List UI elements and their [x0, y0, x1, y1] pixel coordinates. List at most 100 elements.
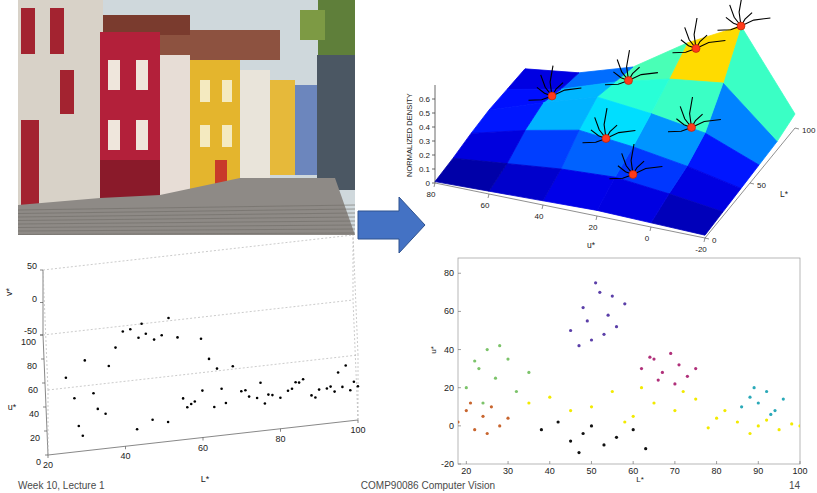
point	[590, 338, 593, 341]
footer-left: Week 10, Lecture 1	[18, 480, 105, 491]
photo-region	[317, 55, 355, 190]
point	[640, 386, 643, 389]
point	[715, 417, 718, 420]
z-axis-label: v*	[4, 288, 14, 297]
point	[515, 390, 518, 393]
z-tick	[432, 141, 435, 142]
point	[569, 440, 572, 443]
z-tick	[432, 169, 435, 170]
point	[267, 393, 270, 396]
point	[190, 403, 193, 406]
y-tick-label: 100	[802, 126, 816, 135]
point	[326, 387, 329, 390]
cobble-line	[18, 205, 355, 210]
point	[577, 451, 580, 454]
point	[216, 367, 219, 370]
x-tick	[542, 205, 543, 209]
photo-region	[160, 55, 190, 195]
point	[314, 396, 317, 399]
z-tick	[40, 335, 43, 336]
point	[757, 401, 760, 404]
y-tick-label: 0	[36, 457, 41, 467]
point	[602, 333, 605, 336]
surface-cell	[435, 158, 507, 191]
x-tick	[758, 461, 759, 464]
mean-shift-path	[604, 108, 607, 138]
x-tick	[633, 461, 634, 464]
y-tick	[750, 183, 754, 184]
x-axis-label: L*	[636, 475, 644, 484]
point	[686, 375, 689, 378]
box-edge	[353, 235, 358, 355]
z-tick-label: 0.6	[419, 95, 431, 104]
x-tick-label: 80	[712, 466, 722, 476]
photo-region	[136, 60, 148, 90]
point	[615, 325, 618, 328]
z-tick	[432, 155, 435, 156]
point	[769, 413, 772, 416]
cobblestone-street	[18, 178, 355, 235]
point	[78, 425, 81, 428]
point	[590, 424, 593, 427]
point	[582, 306, 585, 309]
x-tick	[800, 461, 801, 464]
point	[310, 394, 313, 397]
point	[652, 358, 655, 361]
point	[773, 409, 776, 412]
x-tick	[674, 461, 675, 464]
mode-point	[625, 77, 633, 85]
point	[279, 397, 282, 400]
photo-region	[200, 125, 210, 147]
y-tick-label: 20	[30, 433, 40, 443]
x-tick-label: 60	[481, 201, 490, 210]
point	[506, 358, 509, 361]
axis-line	[43, 335, 48, 455]
photo-region	[18, 0, 103, 205]
point	[302, 378, 305, 381]
point	[176, 336, 179, 339]
point	[259, 381, 262, 384]
photo-region	[270, 80, 295, 175]
z-tick	[432, 113, 435, 114]
point	[669, 352, 672, 355]
point	[137, 336, 140, 339]
photo-region	[240, 70, 270, 180]
photo-region	[18, 0, 355, 235]
x-tick-label: 0	[645, 234, 650, 243]
x-tick-label: 40	[545, 466, 555, 476]
x-tick	[704, 238, 705, 242]
mode-point	[629, 170, 637, 178]
point	[569, 409, 572, 412]
surface-cell	[471, 103, 543, 134]
point	[153, 338, 156, 341]
point	[707, 426, 710, 429]
point	[248, 395, 251, 398]
z-tick	[432, 183, 435, 184]
y-tick	[705, 238, 709, 239]
point	[632, 415, 635, 418]
x-tick-label: 100	[350, 425, 365, 435]
y-axis-label: u*	[429, 346, 438, 354]
point	[486, 348, 489, 351]
cobble-line	[18, 229, 355, 231]
z-tick	[432, 127, 435, 128]
point	[136, 428, 139, 431]
x-tick	[280, 429, 281, 432]
point	[586, 319, 589, 322]
point	[590, 405, 593, 408]
cobble-line	[18, 225, 355, 228]
y-tick	[458, 464, 461, 465]
point	[682, 390, 685, 393]
box-edge	[43, 270, 48, 390]
point	[694, 367, 697, 370]
x-tick	[48, 455, 49, 458]
photo-region	[222, 80, 232, 102]
point	[740, 405, 743, 408]
y-tick-label: 20	[444, 383, 454, 393]
box-edge	[43, 235, 353, 270]
x-tick	[125, 446, 126, 449]
point	[748, 432, 751, 435]
point	[607, 314, 610, 317]
z-tick-label: -50	[24, 326, 37, 336]
z-tick-label: 0.3	[419, 137, 431, 146]
